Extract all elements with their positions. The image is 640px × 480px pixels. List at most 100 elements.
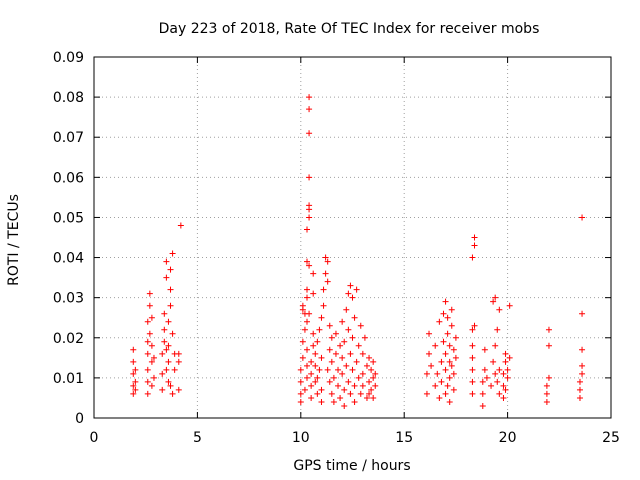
data-point-plus: [308, 382, 315, 389]
data-point-plus: [444, 314, 451, 321]
data-point-plus: [175, 386, 182, 393]
data-point-plus: [450, 370, 457, 377]
data-point-plus: [150, 354, 157, 361]
data-point-plus: [502, 386, 509, 393]
data-point-plus: [366, 390, 373, 397]
data-point-plus: [492, 342, 499, 349]
data-point-plus: [130, 370, 137, 377]
data-point-plus: [576, 386, 583, 393]
data-point-plus: [167, 266, 174, 273]
data-point-plus: [163, 274, 170, 281]
data-point-plus: [175, 350, 182, 357]
data-point-plus: [165, 378, 172, 385]
data-point-plus: [161, 310, 168, 317]
data-point-plus: [146, 302, 153, 309]
data-point-plus: [423, 370, 430, 377]
data-point-plus: [165, 318, 172, 325]
x-tick-label: 15: [395, 430, 413, 446]
data-point-plus: [161, 326, 168, 333]
data-point-plus: [426, 350, 433, 357]
data-point-plus: [324, 258, 331, 265]
data-point-plus: [308, 394, 315, 401]
data-point-plus: [446, 342, 453, 349]
y-tick-label: 0.06: [53, 170, 84, 186]
data-point-plus: [314, 374, 321, 381]
data-point-plus: [359, 370, 366, 377]
data-point-plus: [428, 362, 435, 369]
data-point-plus: [446, 374, 453, 381]
data-point-plus: [579, 214, 586, 221]
data-point-plus: [423, 390, 430, 397]
data-point-plus: [432, 382, 439, 389]
data-point-plus: [332, 330, 339, 337]
data-point-plus: [469, 390, 476, 397]
y-tick-label: 0.02: [53, 331, 84, 347]
data-point-plus: [500, 370, 507, 377]
data-point-plus: [492, 370, 499, 377]
data-point-plus: [310, 330, 317, 337]
data-point-plus: [440, 310, 447, 317]
data-point-plus: [163, 258, 170, 265]
data-point-plus: [324, 366, 331, 373]
y-tick-label: 0.03: [53, 291, 84, 307]
data-point-plus: [320, 286, 327, 293]
data-point-plus: [150, 374, 157, 381]
x-tick-labels: 0 5 10 15 20 25: [90, 430, 620, 446]
data-point-plus: [370, 394, 377, 401]
data-point-plus: [494, 326, 501, 333]
data-point-plus: [297, 366, 304, 373]
data-point-plus: [545, 326, 552, 333]
data-point-plus: [349, 334, 356, 341]
data-point-plus: [144, 318, 151, 325]
data-point-plus: [440, 338, 447, 345]
data-point-plus: [318, 354, 325, 361]
data-point-plus: [328, 390, 335, 397]
data-point-plus: [351, 314, 358, 321]
data-point-plus: [504, 374, 511, 381]
data-point-plus: [306, 94, 313, 101]
x-tick-label: 10: [292, 430, 310, 446]
data-point-plus: [438, 378, 445, 385]
data-point-plus: [436, 394, 443, 401]
data-point-plus: [163, 346, 170, 353]
data-point-plus: [306, 202, 313, 209]
data-point-plus: [130, 346, 137, 353]
y-tick-label: 0.05: [53, 210, 84, 226]
data-point-plus: [304, 294, 311, 301]
data-point-plus: [306, 174, 313, 181]
data-point-plus: [471, 322, 478, 329]
data-point-plus: [304, 318, 311, 325]
data-point-plus: [543, 390, 550, 397]
data-point-plus: [450, 386, 457, 393]
data-point-plus: [130, 382, 137, 389]
data-point-plus: [343, 362, 350, 369]
data-point-plus: [353, 286, 360, 293]
data-point-plus: [347, 282, 354, 289]
data-point-plus: [490, 358, 497, 365]
data-point-plus: [438, 358, 445, 365]
data-point-plus: [479, 390, 486, 397]
data-point-plus: [297, 378, 304, 385]
data-point-plus: [471, 234, 478, 241]
data-point-plus: [299, 302, 306, 309]
data-point-plus: [163, 366, 170, 373]
data-point-plus: [310, 342, 317, 349]
data-point-plus: [506, 302, 513, 309]
data-point-plus: [496, 366, 503, 373]
data-point-plus: [299, 354, 306, 361]
plot-frame: [93, 56, 612, 419]
data-point-plus: [341, 386, 348, 393]
data-point-plus: [432, 342, 439, 349]
data-point-plus: [372, 382, 379, 389]
data-point-plus: [372, 370, 379, 377]
data-point-plus: [444, 330, 451, 337]
data-point-plus: [343, 306, 350, 313]
data-point-plus: [349, 294, 356, 301]
data-point-plus: [579, 362, 586, 369]
data-point-plus: [304, 286, 311, 293]
data-point-plus: [488, 382, 495, 389]
data-point-plus: [543, 398, 550, 405]
data-point-plus: [335, 382, 342, 389]
data-point-plus: [353, 358, 360, 365]
data-point-plus: [479, 378, 486, 385]
